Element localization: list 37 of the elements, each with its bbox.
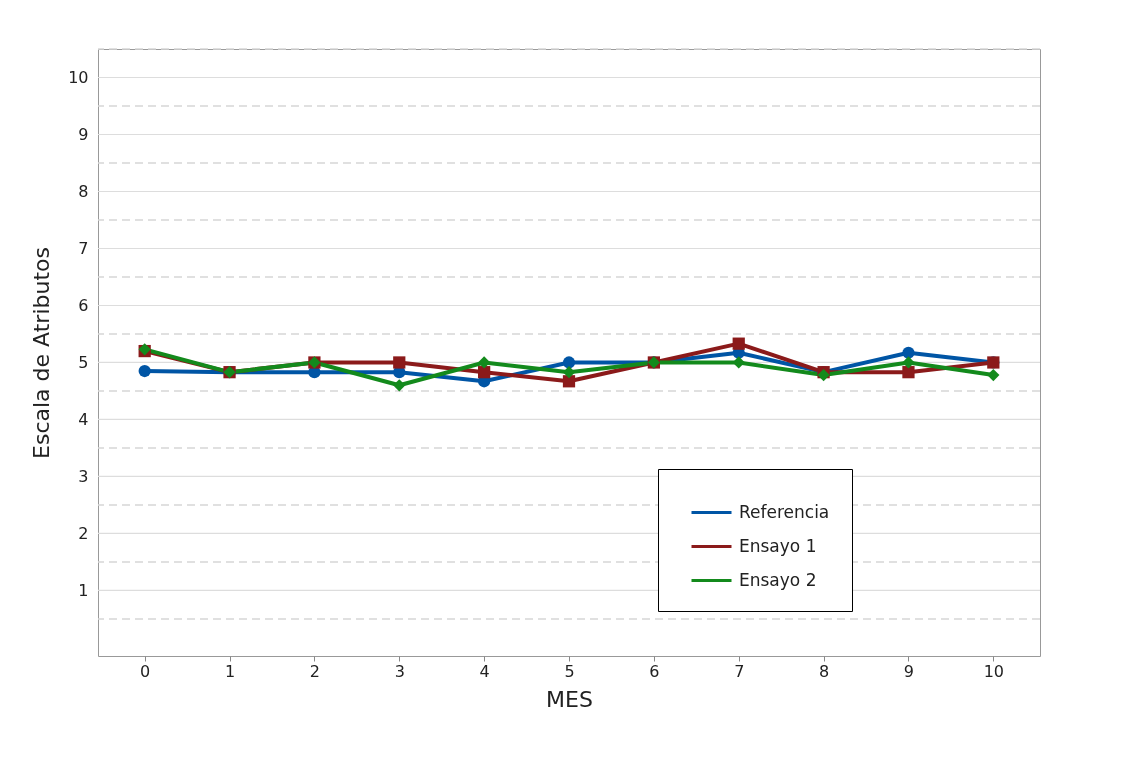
legend-label: Ensayo 2 <box>739 569 817 590</box>
x-tick-label: 8 <box>819 661 830 681</box>
point <box>562 366 576 379</box>
y-tick-label: 10 <box>68 68 89 87</box>
y-tick-label: 9 <box>78 124 89 144</box>
y-tick-label: 8 <box>78 181 89 201</box>
point <box>138 364 151 378</box>
y-tick-label: 1 <box>78 580 89 600</box>
x-tick-label: 10 <box>983 661 1004 681</box>
legend-label: Ensayo 1 <box>739 535 817 556</box>
point <box>393 379 406 392</box>
point <box>562 356 576 369</box>
x-tick-label: 3 <box>394 661 405 681</box>
x-tick-label: 0 <box>140 661 151 681</box>
y-tick-label: 5 <box>78 352 89 372</box>
point <box>902 366 915 379</box>
x-tick-label: 2 <box>309 661 320 681</box>
x-tick-label: 7 <box>734 661 745 681</box>
point <box>987 368 1000 382</box>
point <box>478 366 491 379</box>
y-tick-label: 7 <box>78 238 89 258</box>
point <box>902 356 915 369</box>
point <box>393 356 406 369</box>
point <box>478 356 491 369</box>
y-tick-label: 3 <box>78 466 89 486</box>
x-tick-label: 5 <box>564 661 575 681</box>
x-tick-label: 9 <box>903 661 915 681</box>
legend-label: Referencia <box>739 501 830 522</box>
y-tick-label: 2 <box>78 523 89 543</box>
y-axis-title: Escala de Atributos <box>29 247 55 459</box>
y-tick-label: 4 <box>78 409 89 429</box>
y-tick-label: 6 <box>78 295 89 315</box>
x-tick-label: 6 <box>649 661 660 681</box>
point <box>732 337 745 350</box>
x-axis-title: MES <box>546 686 593 712</box>
x-tick-label: 4 <box>479 661 490 681</box>
x-tick-label: 1 <box>224 661 236 681</box>
